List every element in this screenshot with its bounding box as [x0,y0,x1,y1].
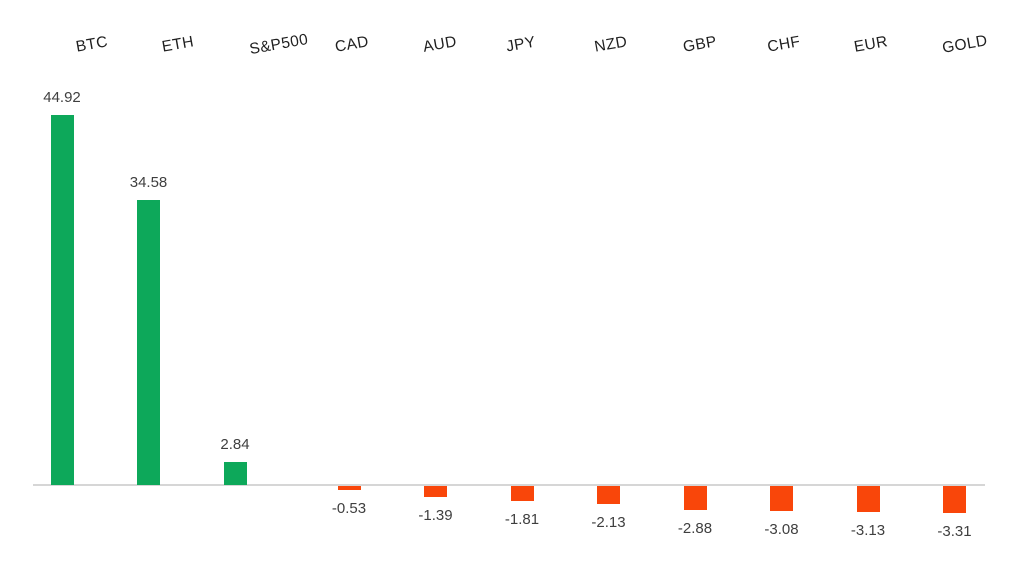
category-label: CHF [765,33,802,56]
category-label: BTC [74,33,110,56]
category-label: AUD [421,33,458,56]
value-label: -3.13 [850,521,886,539]
bar [137,200,160,485]
bar [943,486,966,514]
bar [597,486,620,504]
bar [50,114,74,485]
category-label: GBP [681,33,718,56]
x-axis-baseline [33,484,985,486]
value-label: -0.53 [331,500,367,518]
category-label: S&P500 [248,30,310,59]
value-label: -1.81 [504,510,540,528]
bar [683,486,707,510]
value-label: -2.88 [677,519,713,537]
bar [223,461,247,485]
value-label: -1.39 [418,507,453,525]
category-label: CAD [333,33,371,56]
category-label: GOLD [940,32,989,57]
category-label: ETH [160,33,196,56]
category-label: JPY [504,33,537,56]
bar [770,486,793,512]
value-label: -2.13 [591,513,626,531]
value-label: -3.08 [764,521,799,539]
value-label: 2.84 [220,435,250,453]
bar [510,486,534,501]
category-label: NZD [592,33,629,56]
bar [337,486,361,491]
bar [856,486,880,512]
bar [424,486,447,498]
value-label: 44.92 [43,88,81,106]
category-label: EUR [852,33,889,56]
value-label: -3.31 [937,523,972,541]
value-label: 34.58 [129,174,168,192]
